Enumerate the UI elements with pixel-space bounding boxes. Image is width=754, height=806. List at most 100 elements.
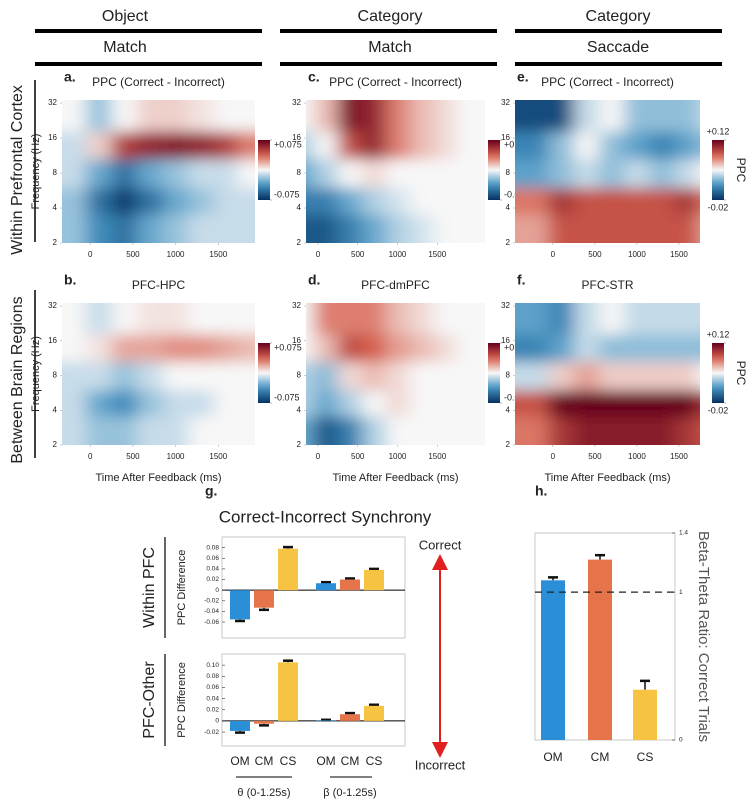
heatmap bbox=[306, 303, 485, 445]
y-tick-label: 0.02 bbox=[206, 576, 219, 583]
heatmap-cell bbox=[433, 303, 456, 335]
heatmap-cell bbox=[599, 333, 625, 362]
heatmap-cell bbox=[433, 131, 456, 160]
heatmap-cell bbox=[515, 389, 550, 417]
colorbar-tick-label: -0.05 bbox=[504, 392, 525, 402]
colorbar-label: PPC bbox=[734, 158, 748, 183]
y-tick-label: 0.04 bbox=[206, 695, 219, 702]
heatmap-cell bbox=[515, 187, 550, 215]
y-tick-label: 4 bbox=[53, 203, 58, 212]
y-tick-label: 4 bbox=[53, 405, 58, 414]
x-tick-label: 0 bbox=[551, 452, 556, 461]
x-tick-label: OM bbox=[230, 754, 249, 768]
heatmap-cell bbox=[62, 333, 87, 362]
heatmap-cell bbox=[337, 214, 363, 243]
y-tick-label: 2 bbox=[506, 238, 511, 247]
heatmap-cell bbox=[361, 100, 387, 132]
heatmap-cell bbox=[409, 131, 434, 160]
heatmap-cell bbox=[548, 303, 575, 335]
heatmap-cell bbox=[674, 187, 699, 215]
heatmap-cell bbox=[337, 187, 363, 215]
heatmap-cell bbox=[409, 100, 434, 132]
panel-title: PFC-HPC bbox=[132, 278, 186, 292]
heatmap-cell bbox=[455, 214, 485, 243]
y-tick-label: 0.06 bbox=[206, 555, 219, 562]
y-tick-label: 32 bbox=[501, 301, 510, 310]
heatmap-cell bbox=[313, 214, 339, 243]
heatmap-cell bbox=[385, 158, 410, 189]
heatmap-cell bbox=[674, 100, 699, 132]
y-tick-label: -0.04 bbox=[204, 608, 219, 615]
y-tick-label: 8 bbox=[506, 168, 511, 177]
x-tick-label: CM bbox=[591, 750, 610, 764]
heatmap-cell bbox=[306, 389, 315, 417]
heatmap-cell bbox=[599, 187, 625, 215]
heatmap-cell bbox=[599, 131, 625, 160]
x-tick-label: CM bbox=[255, 754, 274, 768]
y-tick-label: 4 bbox=[297, 203, 302, 212]
colorbar-tick-label: -0.05 bbox=[504, 189, 525, 199]
heatmap-cell bbox=[85, 187, 113, 215]
heatmap-cell bbox=[85, 389, 113, 417]
heatmap-cell bbox=[85, 131, 113, 160]
heatmap-cell bbox=[433, 389, 456, 417]
panel-label: g. bbox=[205, 483, 217, 499]
panel-title: PPC (Correct - Incorrect) bbox=[92, 75, 225, 89]
heatmap-cell bbox=[111, 333, 138, 362]
heatmap-cell bbox=[697, 187, 700, 215]
heatmap-cell bbox=[214, 389, 238, 417]
heatmap-cell bbox=[361, 214, 387, 243]
heatmap-cell bbox=[573, 416, 600, 445]
y-tick-label: 32 bbox=[292, 301, 301, 310]
heatmap-cell bbox=[548, 389, 575, 417]
heatmap-cell bbox=[237, 158, 255, 189]
heatmap-cell bbox=[313, 187, 339, 215]
heatmap-cell bbox=[137, 158, 164, 189]
heatmap-cell bbox=[214, 214, 238, 243]
heatmap-cell bbox=[649, 361, 676, 391]
panel-label: a. bbox=[64, 69, 76, 85]
heatmap-cell bbox=[137, 416, 164, 445]
y-tick-label: 16 bbox=[48, 133, 57, 142]
column-header: Match bbox=[368, 39, 412, 56]
heatmap-cell bbox=[548, 131, 575, 160]
heatmap-cell bbox=[599, 389, 625, 417]
heatmap-cell bbox=[409, 389, 434, 417]
heatmap-cell bbox=[433, 214, 456, 243]
heatmap-cell bbox=[237, 187, 255, 215]
heatmap-cell bbox=[137, 131, 164, 160]
y-axis-label: Frequency (Hz) bbox=[30, 336, 42, 412]
heatmap-cell bbox=[624, 187, 651, 215]
heatmap-cell bbox=[385, 100, 410, 132]
heatmap-cell bbox=[573, 187, 600, 215]
heatmap-cell bbox=[337, 333, 363, 362]
heatmap-cell bbox=[455, 100, 485, 132]
y-tick-label: 8 bbox=[297, 371, 302, 380]
heatmap-cell bbox=[237, 361, 255, 391]
heatmap-cell bbox=[313, 361, 339, 391]
bar bbox=[316, 583, 336, 591]
plot-frame bbox=[221, 653, 406, 747]
y-tick-label: 8 bbox=[506, 371, 511, 380]
bar bbox=[588, 559, 612, 740]
heatmap-cell bbox=[649, 158, 676, 189]
heatmap-cell bbox=[214, 158, 238, 189]
y-tick-label: 0.04 bbox=[206, 566, 219, 573]
bar bbox=[340, 714, 360, 721]
heatmap-cell bbox=[111, 303, 138, 335]
heatmap-cell bbox=[188, 100, 215, 132]
heatmap-cell bbox=[306, 100, 315, 132]
x-tick-label: CS bbox=[366, 754, 383, 768]
heatmap-cell bbox=[306, 416, 315, 445]
y-tick-label: 16 bbox=[48, 336, 57, 345]
group-label: θ (0-1.25s) bbox=[237, 787, 290, 799]
heatmap-cell bbox=[649, 131, 676, 160]
heatmap-cell bbox=[188, 333, 215, 362]
heatmap-cell bbox=[697, 361, 700, 391]
heatmap-cell bbox=[409, 303, 434, 335]
heatmap-cell bbox=[674, 214, 699, 243]
heatmap-cell bbox=[361, 158, 387, 189]
y-tick-label: 32 bbox=[48, 301, 57, 310]
heatmap-cell bbox=[313, 303, 339, 335]
y-tick-label: 2 bbox=[53, 238, 58, 247]
